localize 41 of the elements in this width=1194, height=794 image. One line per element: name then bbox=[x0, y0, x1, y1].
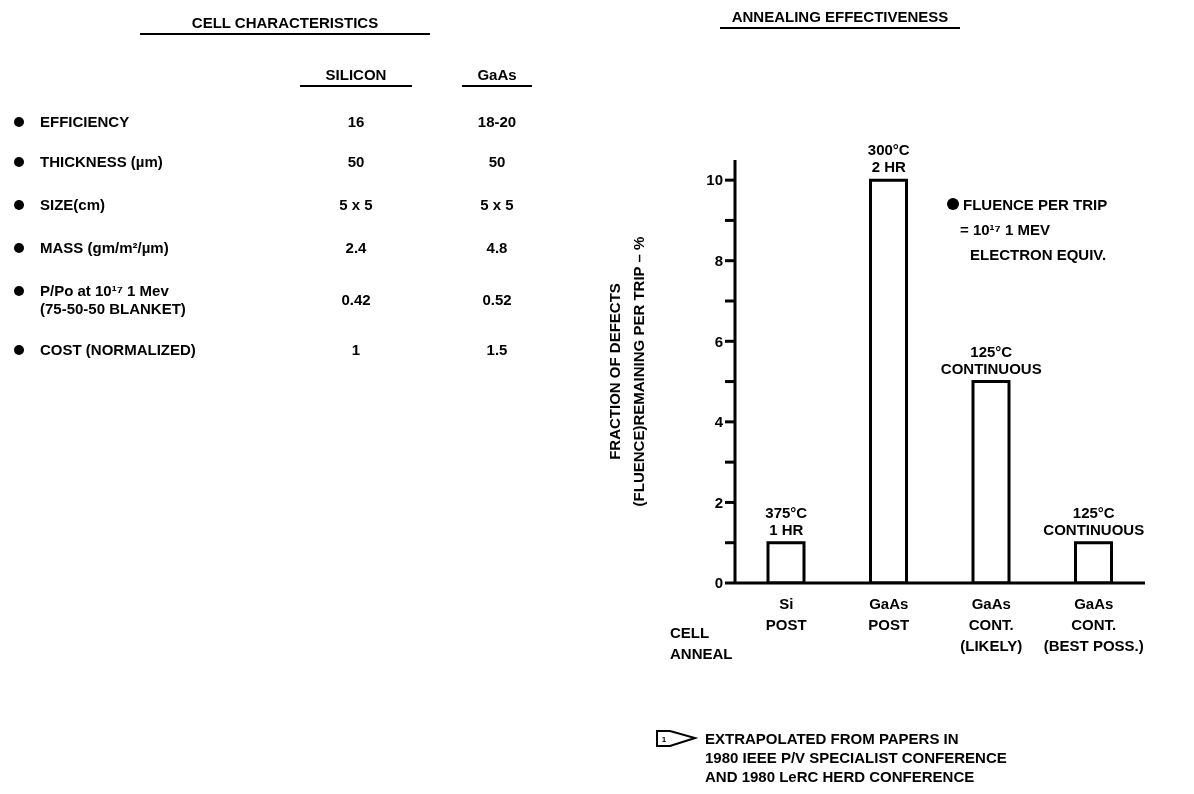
y-tick-label: 8 bbox=[714, 252, 723, 270]
x-tick-label: GaAs CONT. (LIKELY) bbox=[960, 595, 1023, 654]
x-tick-label: GaAs CONT. (BEST POSS.) bbox=[1043, 595, 1144, 654]
text: THICKNESS (µm) bbox=[40, 153, 163, 171]
text: 18-20 bbox=[476, 113, 518, 130]
annotation: FLUENCE PER TRIP = 10¹⁷ 1 MEV ELECTRON EQUIV. bbox=[960, 196, 1108, 263]
text: 0.42 bbox=[340, 291, 372, 308]
text: EFFICIENCY bbox=[40, 113, 130, 131]
text: COST (NORMALIZED) bbox=[40, 341, 196, 359]
text: 50 bbox=[346, 153, 366, 170]
chart-title: ANNEALING EFFECTIVENESS bbox=[720, 8, 960, 29]
text: 1.5 bbox=[485, 341, 509, 358]
text: 5 x 5 bbox=[479, 196, 515, 213]
text: MASS (gm/m²/µm) bbox=[40, 239, 169, 257]
text: SILICON bbox=[300, 66, 412, 87]
y-tick-label: 4 bbox=[714, 413, 724, 431]
annotation: 375°C 1 HR bbox=[765, 503, 808, 538]
text: 1 bbox=[661, 735, 667, 744]
text: SIZE(cm) bbox=[40, 196, 106, 214]
text: 50 bbox=[487, 153, 507, 170]
text: CELL CHARACTERISTICS bbox=[140, 14, 430, 35]
y-tick-label: 10 bbox=[706, 171, 723, 189]
text: EXTRAPOLATED FROM PAPERS IN 1980 IEEE P/V SPECIALIST CONFERENCE AND 1980 LeRC HERD CONFERENCE bbox=[705, 730, 1007, 785]
annotation: 300°C 2 HR bbox=[867, 141, 910, 176]
y-tick-label: 0 bbox=[714, 574, 723, 592]
annotation: 125°C CONTINUOUS bbox=[940, 342, 1042, 377]
text: GaAs bbox=[462, 66, 532, 87]
text: 5 x 5 bbox=[338, 196, 374, 213]
x-tick-label: Si POST bbox=[765, 595, 807, 633]
x-tick-label: GaAs POST bbox=[868, 595, 910, 633]
y-tick-label: 2 bbox=[714, 493, 723, 511]
text: 2.4 bbox=[344, 239, 368, 256]
y-tick-label: 6 bbox=[714, 332, 723, 350]
text: 4.8 bbox=[485, 239, 509, 256]
text: 0.52 bbox=[481, 291, 513, 308]
text: 1 bbox=[350, 341, 362, 358]
text: 16 bbox=[346, 113, 366, 130]
x-axis-title: CELL ANNEAL bbox=[670, 624, 733, 662]
y-axis-title: FRACTION OF DEFECTS (FLUENCE)REMAINING PER TRIP – % bbox=[606, 236, 647, 507]
annotation: 125°C CONTINUOUS bbox=[1043, 503, 1145, 538]
text: P/Po at 10¹⁷ 1 Mev (75-50-50 BLANKET) bbox=[40, 282, 186, 318]
